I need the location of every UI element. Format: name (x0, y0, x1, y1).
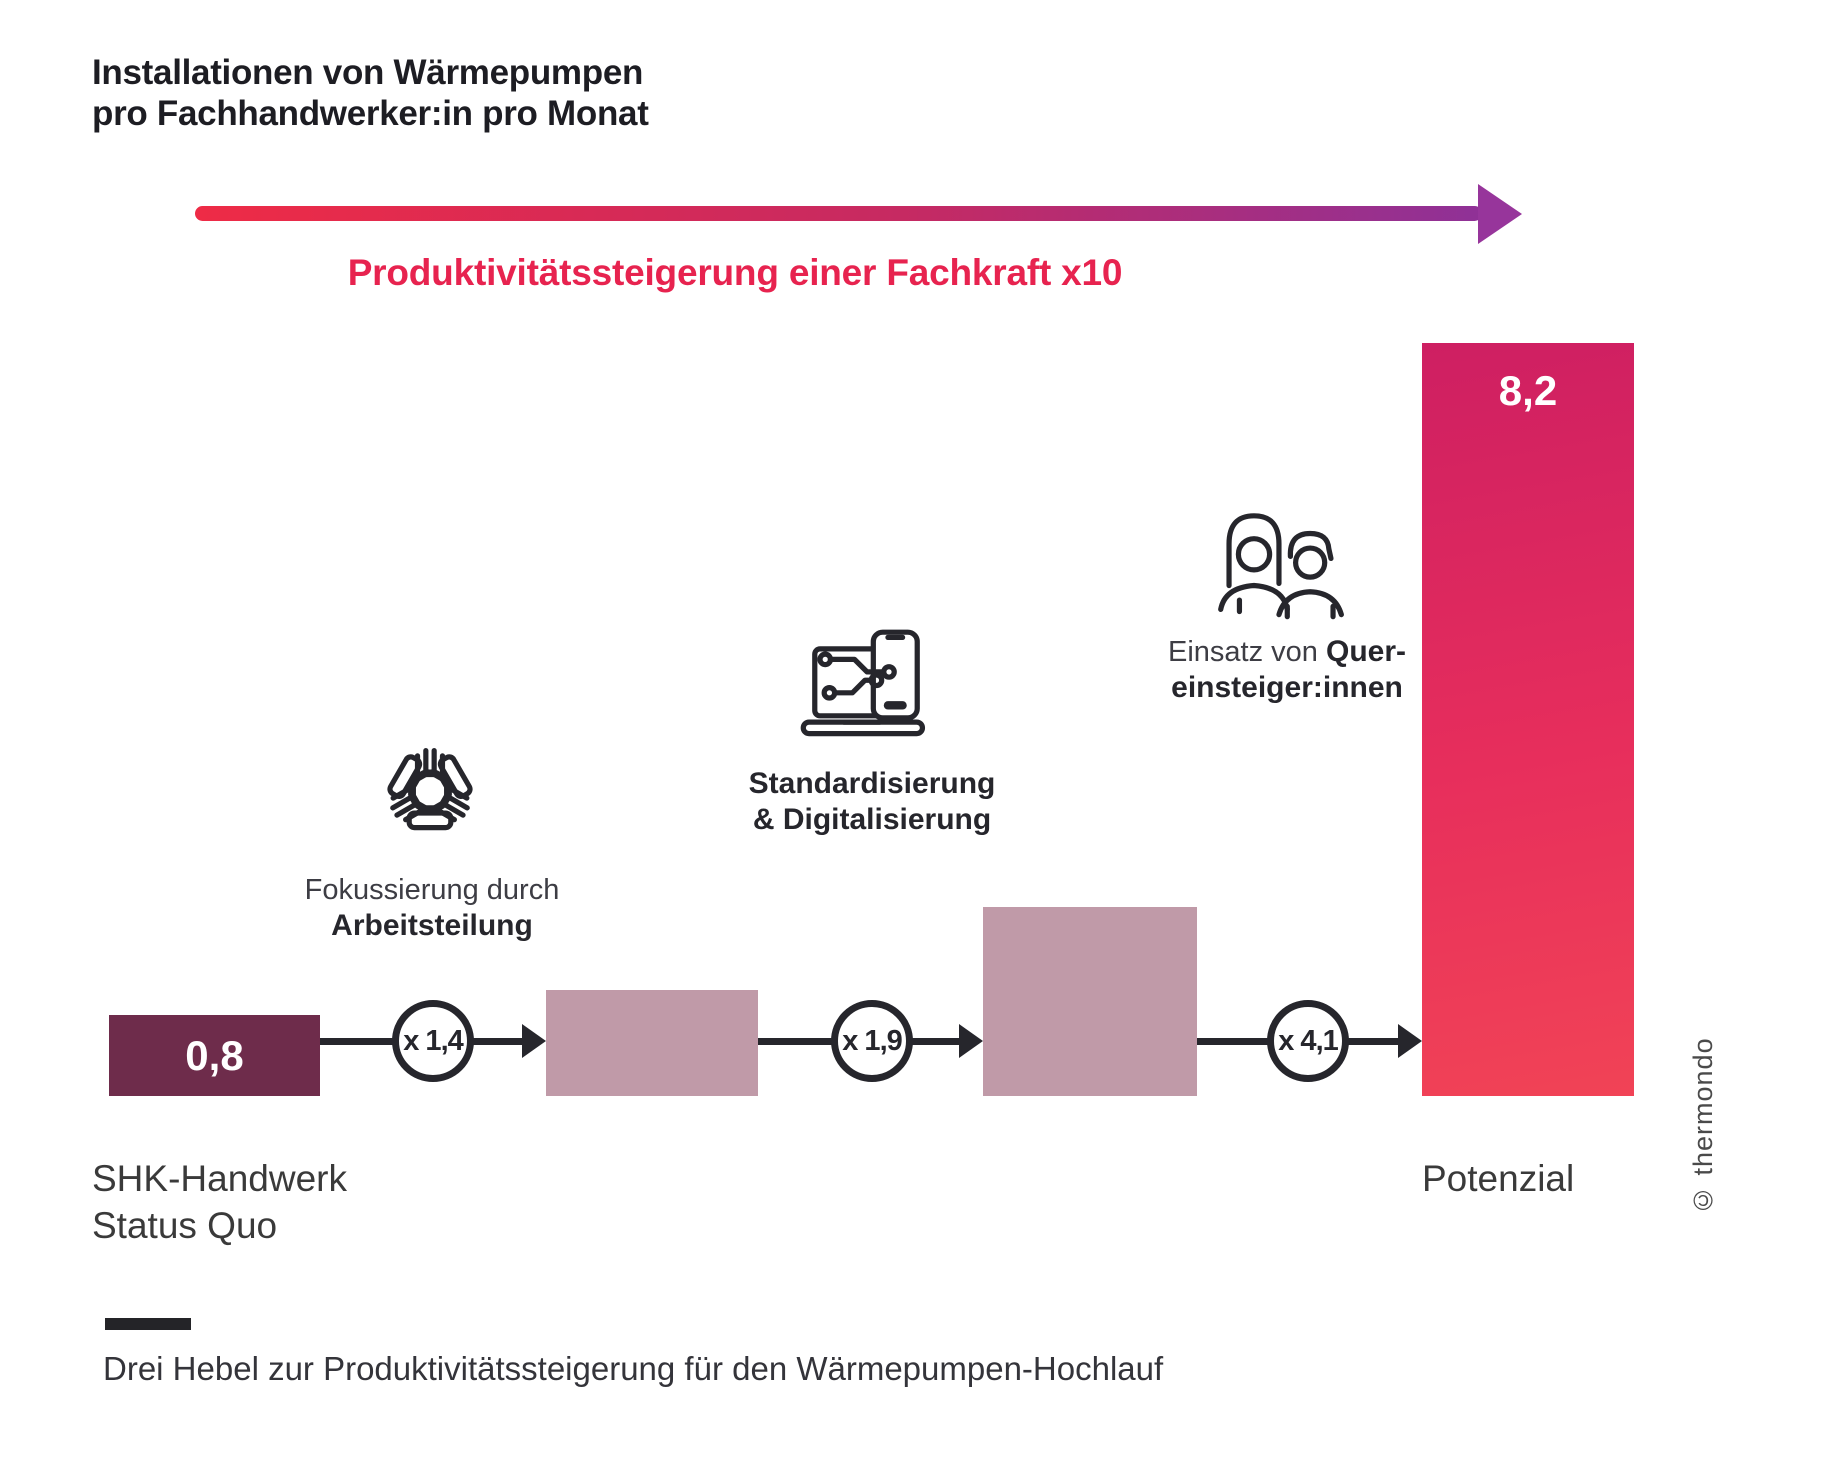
axis-label-status-quo: SHK-Handwerk Status Quo (92, 1155, 347, 1249)
bar-potenzial: 8,2 (1422, 343, 1634, 1096)
page-title: Installationen von Wärmepumpen pro Fachh… (92, 52, 649, 134)
lever3-line1: Einsatz von Quer- (1107, 634, 1467, 670)
bar-potenzial-value: 8,2 (1498, 367, 1558, 414)
bar-status-quo: 0,8 (109, 1015, 320, 1096)
lever3-line2: einsteiger:innen (1171, 671, 1403, 704)
lever-label-arbeitsteilung: Fokussierung durch Arbeitsteilung (257, 872, 607, 944)
lever1-line2: Arbeitsteilung (331, 909, 533, 942)
connector-arrowhead-1-icon (522, 1024, 546, 1058)
page-title-line2: pro Fachhandwerker:in pro Monat (92, 94, 649, 133)
copyright-watermark: © thermondo (1688, 1037, 1718, 1215)
lever3-line1-regular: Einsatz von (1168, 636, 1326, 668)
lever3-line1-bold: Quer- (1325, 635, 1406, 668)
connector-arrowhead-3-icon (1398, 1024, 1422, 1058)
lever1-line1: Fokussierung durch (304, 874, 560, 906)
axis-label-left-line2: Status Quo (92, 1205, 278, 1246)
teamwork-hands-icon (352, 708, 508, 864)
two-people-icon (1202, 500, 1358, 620)
bar-status-quo-value: 0,8 (185, 1032, 244, 1079)
footer-caption: Drei Hebel zur Produktivitätssteigerung … (103, 1350, 1164, 1387)
trend-arrow-head-icon (1478, 184, 1522, 244)
axis-label-left-line1: SHK-Handwerk (92, 1158, 347, 1199)
trend-heading: Produktivitätssteigerung einer Fachkraft… (347, 252, 1123, 293)
footer-dash-divider (105, 1318, 191, 1330)
lever2-line2: & Digitalisierung (752, 803, 992, 836)
page-title-line1: Installationen von Wärmepumpen (92, 53, 644, 92)
trend-arrow-line (195, 206, 1482, 221)
lever-label-quereinsteiger: Einsatz von Quer- einsteiger:innen (1107, 634, 1467, 706)
multiplier-badge-2: x 1,9 (831, 1000, 913, 1082)
multiplier-badge-3: x 4,1 (1267, 1000, 1349, 1082)
connector-arrowhead-2-icon (959, 1024, 983, 1058)
lever2-line1: Standardisierung (748, 767, 996, 800)
bar-after-digitalisierung (983, 907, 1197, 1096)
lever-label-digitalisierung: Standardisierung & Digitalisierung (697, 766, 1047, 838)
multiplier-badge-1: x 1,4 (392, 1000, 474, 1082)
laptop-smartphone-icon (798, 628, 934, 743)
axis-label-potenzial: Potenzial (1422, 1158, 1575, 1199)
bar-after-arbeitsteilung (546, 990, 758, 1096)
